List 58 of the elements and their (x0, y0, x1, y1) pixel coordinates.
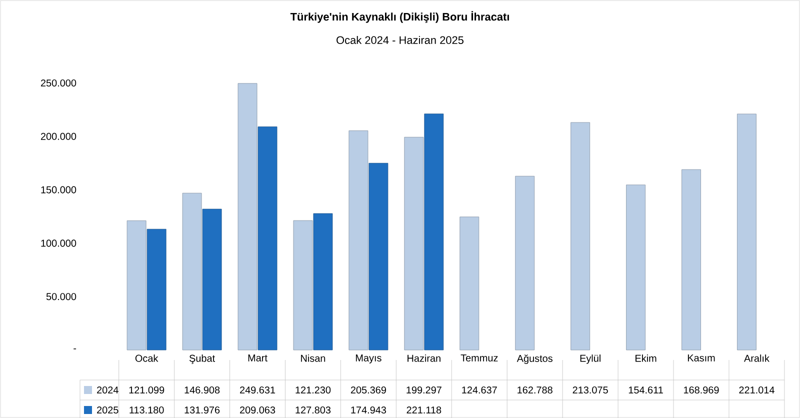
bar (238, 83, 258, 350)
bar (626, 184, 646, 350)
data-label: 124.637 (462, 386, 497, 394)
x-tick-label: Mart (248, 354, 268, 362)
bar (570, 122, 590, 350)
x-tick-label: Şubat (189, 354, 215, 364)
bar (182, 192, 202, 350)
data-label: 209.063 (240, 406, 276, 414)
y-tick-label: 150.000 (41, 186, 76, 194)
data-label: 221.014 (739, 386, 774, 394)
x-tick-label: Mayıs (356, 354, 382, 364)
y-tick-label: - (74, 348, 76, 350)
bar (682, 169, 701, 350)
bar (515, 176, 535, 350)
x-tick-label: Eylül (580, 354, 600, 364)
data-label: 154.611 (628, 386, 663, 394)
x-tick-label: Ağustos (516, 354, 552, 364)
data-label: 121.230 (296, 386, 331, 394)
legend-label: 2024 (97, 386, 118, 394)
x-tick-label: Ekim (636, 354, 656, 362)
bar (460, 216, 480, 350)
data-label: 127.803 (296, 406, 331, 414)
x-tick-label: Haziran (408, 354, 440, 362)
data-label: 249.631 (240, 386, 276, 394)
bar (368, 162, 388, 350)
data-label: 113.180 (130, 406, 164, 414)
bar (348, 130, 368, 350)
bar (293, 220, 313, 350)
bar (202, 208, 222, 350)
x-tick-label: Temmuz (460, 354, 498, 362)
y-tick-label: 200.000 (40, 132, 76, 140)
chart-title: Türkiye'nin Kaynaklı (Dikişli) Boru İhracatı (290, 11, 509, 23)
legend-label: 2025 (97, 406, 118, 414)
x-tick-label: Kasım (688, 354, 715, 362)
data-label: 131.976 (184, 406, 220, 414)
data-label: 121.099 (129, 386, 164, 394)
x-tick-label: Aralık (744, 354, 770, 362)
data-label: 168.969 (684, 386, 719, 394)
x-tick-label: Nisan (301, 354, 326, 362)
data-label: 213.075 (572, 386, 608, 394)
y-tick-label: 50.000 (46, 293, 76, 300)
bar (146, 228, 166, 350)
y-tick-label: 250.000 (40, 79, 76, 87)
x-tick-label: Ocak (135, 354, 158, 362)
chart-subtitle: Ocak 2024 - Haziran 2025 (336, 36, 464, 44)
data-label: 174.943 (351, 406, 386, 414)
data-label: 221.118 (406, 406, 442, 414)
bar (404, 136, 424, 350)
bar (126, 220, 146, 350)
bar (424, 114, 444, 350)
data-label: 146.908 (184, 386, 220, 394)
bar (737, 114, 756, 350)
data-label: 162.788 (518, 386, 552, 394)
bar (258, 126, 278, 350)
data-label: 199.297 (406, 386, 442, 394)
bar (313, 213, 333, 350)
y-tick-label: 100.000 (41, 240, 76, 247)
data-label: 205.369 (350, 386, 386, 394)
